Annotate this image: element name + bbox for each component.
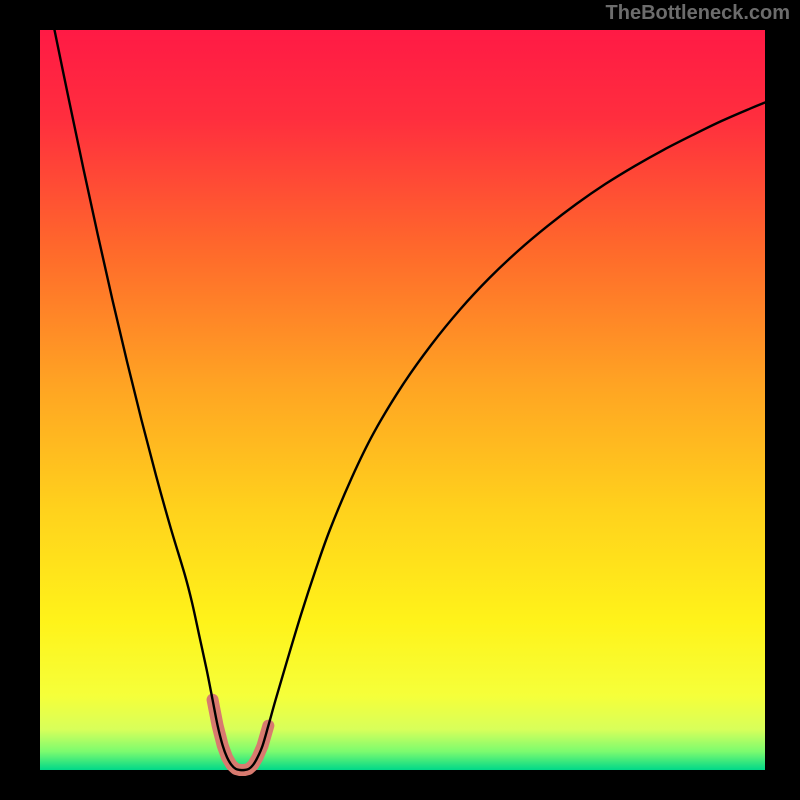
plot-background [40,30,765,770]
chart-stage: TheBottleneck.com [0,0,800,800]
bottleneck-chart [0,0,800,800]
